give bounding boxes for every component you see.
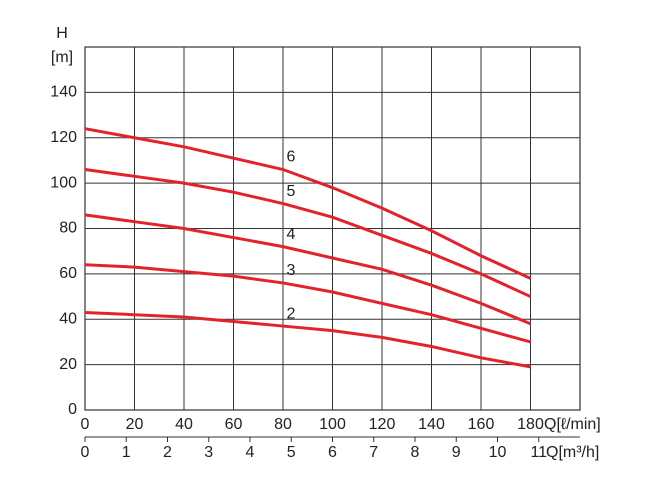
- x-tick-label: 0: [81, 416, 90, 433]
- y-axis-label: [m]: [51, 49, 73, 66]
- curve-label: 6: [287, 149, 296, 166]
- curve-label: 3: [287, 262, 296, 279]
- y-tick-label: 40: [59, 310, 77, 327]
- y-tick-label: 0: [68, 401, 77, 418]
- x-tick-label: 80: [274, 416, 292, 433]
- x2-tick-label: 6: [328, 444, 337, 461]
- curve: [84, 310, 531, 369]
- y-tick-label: 140: [50, 84, 77, 101]
- curve-label: 4: [287, 226, 296, 243]
- x-tick-label: 140: [418, 416, 445, 433]
- x2-tick-label: 10: [489, 444, 507, 461]
- x2-tick-label: 0: [81, 444, 90, 461]
- x-tick-label: 120: [369, 416, 396, 433]
- x-tick-label: 160: [468, 416, 495, 433]
- x2-tick-label: 5: [287, 444, 296, 461]
- x2-tick-label: 3: [204, 444, 213, 461]
- x2-tick-label: 9: [452, 444, 461, 461]
- curve: [84, 168, 532, 298]
- curve: [84, 127, 532, 280]
- y-tick-label: 100: [50, 174, 77, 191]
- y-tick-label: 20: [59, 356, 77, 373]
- x-tick-label: 100: [319, 416, 346, 433]
- curve: [84, 213, 532, 326]
- x2-tick-label: 8: [411, 444, 420, 461]
- x-tick-label: 20: [126, 416, 144, 433]
- x2-axis-label: Q[m³/h]: [546, 444, 599, 461]
- y-tick-label: 120: [50, 129, 77, 146]
- x2-tick-label: 7: [369, 444, 378, 461]
- y-tick-label: 60: [59, 265, 77, 282]
- x-tick-label: 180: [517, 416, 544, 433]
- x2-tick-label: 11: [530, 444, 547, 461]
- curve-label: 5: [287, 183, 296, 200]
- x2-tick-label: 1: [122, 444, 131, 461]
- x2-tick-label: 2: [163, 444, 172, 461]
- y-tick-label: 80: [59, 220, 77, 237]
- x-tick-label: 60: [225, 416, 243, 433]
- y-axis-symbol: H: [56, 25, 68, 42]
- curve: [84, 263, 531, 344]
- x-axis-label: Q[ℓ/min]: [544, 416, 601, 433]
- x-tick-label: 40: [175, 416, 193, 433]
- curve-label: 2: [287, 305, 296, 322]
- x2-tick-label: 4: [246, 444, 255, 461]
